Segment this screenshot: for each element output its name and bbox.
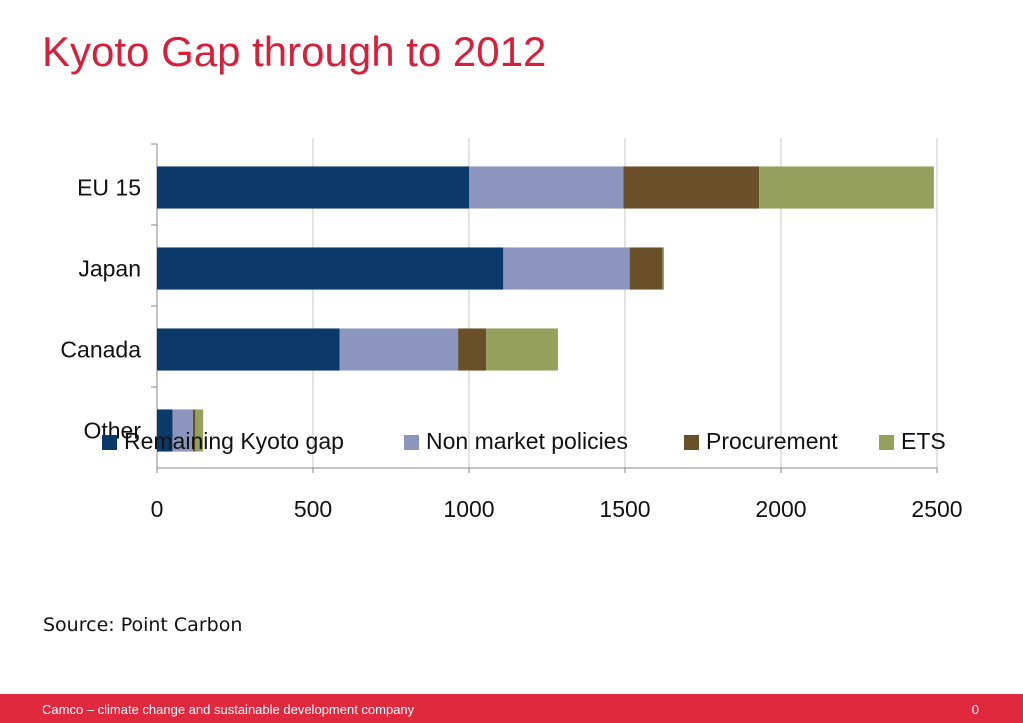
page-number: 0 bbox=[971, 702, 979, 717]
bar-segment bbox=[157, 166, 469, 209]
legend-swatch bbox=[102, 435, 117, 450]
footer-text: Camco – climate change and sustainable d… bbox=[42, 702, 415, 717]
chart-area: 0 500 1000 1500 2000 2500 EU 15 Japan Canada Othe… bbox=[44, 138, 976, 530]
x-tick-label: 2000 bbox=[755, 496, 806, 522]
bar-segment bbox=[192, 409, 196, 452]
x-tick-label: 0 bbox=[151, 496, 164, 522]
legend-swatch bbox=[879, 435, 894, 450]
category-label: Japan bbox=[78, 256, 141, 282]
slide-title: Kyoto Gap through to 2012 bbox=[42, 28, 547, 75]
bar-segment bbox=[458, 328, 487, 371]
bar-segment bbox=[503, 247, 630, 290]
legend-label: Non market policies bbox=[426, 428, 628, 454]
bar-segment bbox=[469, 166, 624, 209]
bar-segment bbox=[662, 247, 664, 290]
bar-segment bbox=[157, 409, 173, 452]
bar-segment bbox=[339, 328, 459, 371]
bar-segment bbox=[172, 409, 193, 452]
legend-label: Remaining Kyoto gap bbox=[124, 428, 344, 454]
bar-segment bbox=[157, 328, 340, 371]
bar-segment bbox=[629, 247, 663, 290]
bar-segment bbox=[486, 328, 558, 371]
x-tick-label: 500 bbox=[294, 496, 332, 522]
legend-label: ETS bbox=[901, 428, 946, 454]
x-tick-label: 1000 bbox=[443, 496, 494, 522]
source-note: Source: Point Carbon bbox=[43, 614, 243, 636]
bar-segment bbox=[195, 409, 204, 452]
legend-swatch bbox=[684, 435, 699, 450]
category-label: EU 15 bbox=[77, 175, 141, 201]
legend-label: Procurement bbox=[706, 428, 838, 454]
category-label: Canada bbox=[60, 337, 141, 363]
x-tick-label: 2500 bbox=[911, 496, 962, 522]
x-tick-label: 1500 bbox=[599, 496, 650, 522]
legend-swatch bbox=[404, 435, 419, 450]
bar-segment bbox=[623, 166, 760, 209]
bar-segment bbox=[759, 166, 934, 209]
bar-segment bbox=[157, 247, 504, 290]
footer-bar: Camco – climate change and sustainable d… bbox=[0, 694, 1023, 723]
